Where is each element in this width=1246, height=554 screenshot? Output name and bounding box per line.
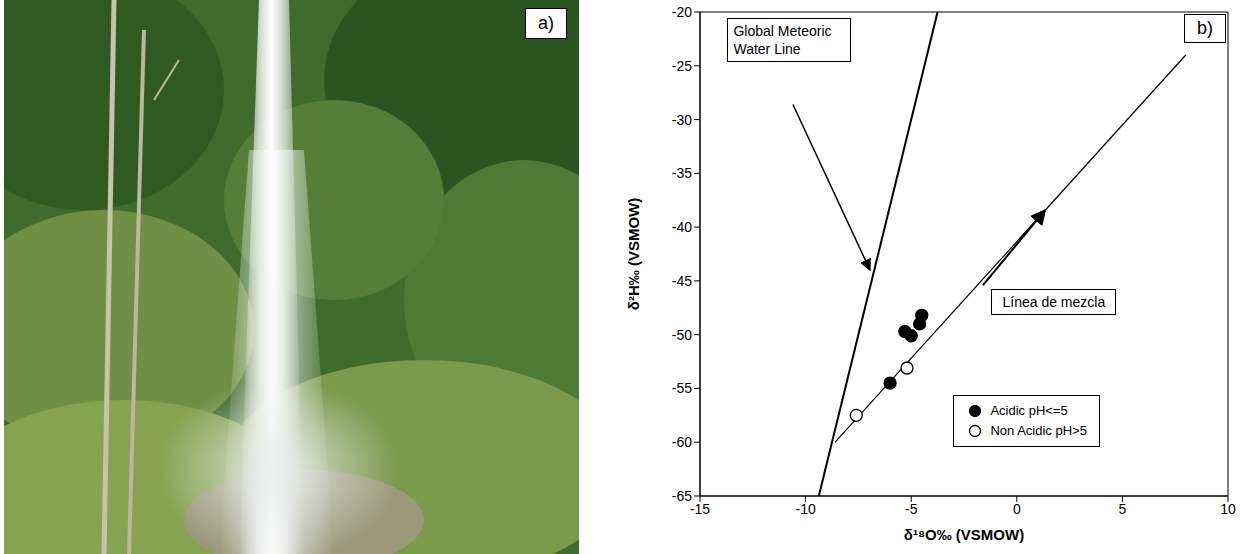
svg-text:0: 0 (1013, 501, 1021, 517)
svg-text:-55: -55 (672, 380, 692, 396)
svg-text:-15: -15 (690, 501, 710, 517)
svg-text:-20: -20 (672, 4, 692, 20)
svg-text:5: 5 (1119, 501, 1127, 517)
svg-text:-25: -25 (672, 58, 692, 74)
html-text:Non Acidic pH>5: Non Acidic pH>5 (990, 423, 1087, 439)
svg-text:-40: -40 (672, 219, 692, 235)
svg-text:-65: -65 (672, 488, 692, 504)
svg-text:-45: -45 (672, 273, 692, 289)
html-text:Acidic pH<=5: Acidic pH<=5 (990, 403, 1068, 419)
svg-text:-10: -10 (795, 501, 815, 517)
html-text:Global Meteoric Water Line: Global Meteoric Water Line (733, 23, 832, 58)
svg-text:-35: -35 (672, 165, 692, 181)
svg-text:-60: -60 (672, 434, 692, 450)
html-text:a): a) (538, 13, 554, 33)
svg-text:-50: -50 (672, 327, 692, 343)
svg-text:-5: -5 (905, 501, 918, 517)
html-text:Línea de mezcla: Línea de mezcla (1002, 294, 1106, 311)
svg-text:-30: -30 (672, 112, 692, 128)
svg-text:10: 10 (1220, 501, 1236, 517)
svg-text:δ²H‰ (VSMOW): δ²H‰ (VSMOW) (625, 198, 642, 310)
svg-text:δ¹⁸O‰ (VSMOW): δ¹⁸O‰ (VSMOW) (904, 526, 1024, 543)
html-text:b): b) (1197, 18, 1213, 38)
